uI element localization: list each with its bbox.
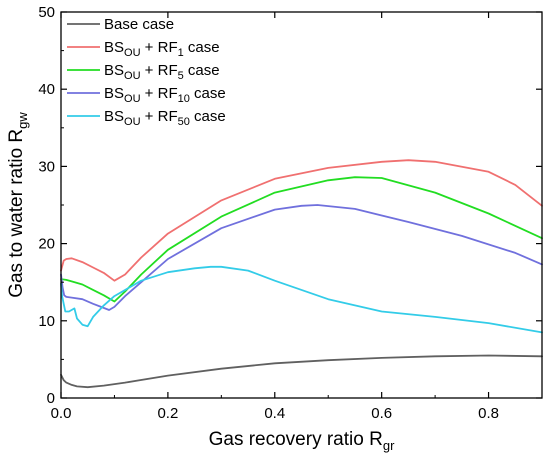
legend-sub: OU bbox=[124, 116, 141, 128]
y-axis-title: Gas to water ratio Rgw bbox=[6, 112, 30, 298]
legend-label-4: BSOU + RF50 case bbox=[104, 108, 226, 128]
legend-sub2: 10 bbox=[178, 93, 190, 105]
legend-label-2: BSOU + RF5 case bbox=[104, 62, 220, 82]
legend-main: BS bbox=[104, 108, 124, 125]
x-tick-label: 0.4 bbox=[264, 405, 285, 422]
series-line-3 bbox=[60, 204, 543, 311]
series-line-4 bbox=[60, 265, 543, 334]
legend-label-1: BSOU + RF1 case bbox=[104, 39, 220, 59]
legend-tail: case bbox=[184, 62, 220, 79]
legend-label-0: Base case bbox=[104, 16, 174, 33]
y-axis-title-sub: gw bbox=[15, 112, 30, 129]
legend-label-3: BSOU + RF10 case bbox=[104, 85, 226, 105]
x-tick-label: 0.6 bbox=[371, 405, 392, 422]
legend-main: BS bbox=[104, 62, 124, 79]
ticks-layer: 0.0 0.2 0.4 0.6 0.8 0 10 20 30 40 50 bbox=[38, 4, 543, 422]
legend-sub2: 5 bbox=[178, 70, 184, 82]
legend-mid: + RF bbox=[141, 62, 178, 79]
y-tick-label: 10 bbox=[38, 313, 55, 330]
y-axis-title-R: R bbox=[6, 129, 27, 143]
x-axis-title-R: R bbox=[369, 429, 383, 450]
series-layer bbox=[60, 159, 543, 389]
legend-main: BS bbox=[104, 85, 124, 102]
legend-mid: + RF bbox=[141, 108, 178, 125]
x-tick-label: 0.0 bbox=[51, 405, 72, 422]
legend-mid: + RF bbox=[141, 85, 178, 102]
legend-sub: OU bbox=[124, 47, 141, 59]
legend-sub2: 50 bbox=[178, 116, 190, 128]
series-line-2 bbox=[60, 176, 543, 303]
legend-mid: + RF bbox=[141, 39, 178, 56]
legend-sub: OU bbox=[124, 93, 141, 105]
legend-main: Base case bbox=[104, 16, 174, 33]
y-tick-label: 50 bbox=[38, 4, 55, 21]
x-tick-label: 0.2 bbox=[157, 405, 178, 422]
legend-tail: case bbox=[190, 108, 226, 125]
y-tick-label: 0 bbox=[47, 390, 55, 407]
series-line-0 bbox=[60, 354, 543, 389]
y-tick-label: 20 bbox=[38, 236, 55, 253]
legend-main: BS bbox=[104, 39, 124, 56]
legend-sub2: 1 bbox=[178, 47, 184, 59]
legend-sub: OU bbox=[124, 70, 141, 82]
legend-tail: case bbox=[190, 85, 226, 102]
legend-tail: case bbox=[184, 39, 220, 56]
x-tick-label: 0.8 bbox=[478, 405, 499, 422]
x-axis-title-main: Gas recovery ratio bbox=[209, 429, 364, 450]
y-tick-label: 30 bbox=[38, 158, 55, 175]
y-axis-title-main: Gas to water ratio bbox=[6, 148, 27, 298]
x-axis-title-sub: gr bbox=[383, 438, 395, 453]
x-axis-title: Gas recovery ratio Rgr bbox=[209, 429, 395, 453]
y-tick-label: 40 bbox=[38, 81, 55, 98]
series-line-1 bbox=[60, 159, 543, 282]
